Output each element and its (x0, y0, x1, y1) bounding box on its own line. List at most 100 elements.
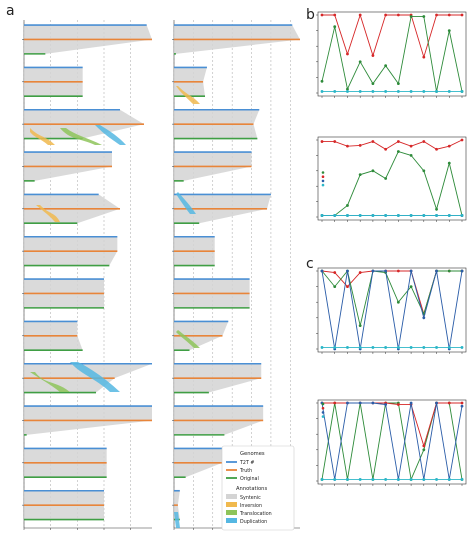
data-point (346, 285, 349, 288)
legend-label-translocation: Translocation (239, 511, 272, 517)
syntenic-band-upper (174, 321, 229, 336)
completeness-chart-top (316, 11, 467, 98)
data-point (320, 478, 324, 481)
data-point (435, 207, 438, 211)
legend-annotations-title: Annotations (236, 486, 267, 492)
annotation-legend: Genomes T2T # Truth Original Annotations… (221, 445, 295, 531)
data-point (422, 90, 426, 93)
data-point (447, 13, 451, 17)
data-point (320, 269, 324, 273)
syntenic-band-lower (24, 81, 83, 97)
syntenic-band-upper (174, 152, 252, 167)
series-line (321, 270, 463, 350)
syntenic-band-upper (24, 406, 152, 421)
syntenic-band-lower (24, 335, 83, 351)
legend-marker (321, 411, 325, 414)
inversion-ribbon (36, 205, 60, 222)
data-point (384, 403, 388, 406)
legend-marker (321, 175, 325, 178)
data-point (384, 90, 388, 93)
data-point (333, 90, 337, 93)
data-point (333, 25, 337, 29)
syntenic-band-lower (24, 462, 107, 478)
syntenic-band-upper (174, 67, 207, 82)
data-point (333, 346, 337, 349)
data-point (358, 324, 362, 327)
data-point (396, 269, 400, 273)
translocation-ribbon (176, 330, 200, 348)
data-point (460, 346, 464, 349)
data-point (409, 154, 413, 157)
legend-swatch-inversion (226, 502, 237, 507)
data-point (396, 300, 400, 304)
data-point (396, 150, 400, 153)
syntenic-band-upper (24, 490, 104, 506)
data-point (333, 271, 337, 274)
inversion-ribbon (176, 86, 200, 104)
data-point (396, 90, 400, 93)
data-point (346, 90, 349, 93)
syntenic-band-lower (174, 420, 264, 435)
data-point (396, 82, 400, 86)
syntenic-band-upper (174, 236, 215, 252)
data-point (320, 346, 324, 349)
syntenic-band-upper (174, 109, 260, 125)
translocation-ribbon (60, 128, 102, 145)
data-point (447, 29, 451, 32)
data-point (409, 90, 413, 93)
data-point (460, 13, 464, 17)
data-point (460, 269, 464, 273)
data-point (333, 285, 337, 288)
syntenic-band-lower (24, 39, 152, 54)
legend-swatch-duplication (226, 518, 237, 523)
syntenic-band-upper (24, 194, 120, 209)
legend-marker (321, 171, 325, 174)
syntenic-band-lower (174, 208, 268, 224)
data-point (435, 346, 438, 349)
data-point (435, 147, 438, 151)
series-line (321, 16, 463, 92)
syntenic-band-lower (24, 251, 118, 266)
data-point (460, 404, 464, 408)
syntenic-band-upper (24, 236, 118, 252)
legend-marker (321, 406, 325, 410)
data-point (435, 13, 438, 17)
data-point (460, 214, 464, 217)
syntenic-band-upper (24, 25, 152, 40)
data-point (422, 448, 426, 452)
series-line (322, 151, 463, 216)
data-point (346, 269, 349, 273)
legend-frame (221, 445, 295, 531)
data-point (320, 79, 324, 83)
data-point (358, 346, 362, 349)
data-point (422, 140, 426, 143)
syntenic-band-upper (174, 25, 300, 40)
correctness-chart-top (316, 267, 467, 354)
plot-frame (317, 399, 467, 485)
data-point (346, 478, 349, 481)
syntenic-band-lower (174, 39, 300, 54)
data-point (384, 147, 388, 151)
data-point (396, 214, 400, 217)
data-point (460, 138, 464, 142)
syntenic-band-lower (174, 293, 250, 308)
data-point (384, 214, 388, 217)
syntenic-band-lower (24, 505, 104, 520)
data-point (422, 214, 426, 217)
data-point (358, 271, 362, 274)
syntenic-band-lower (24, 208, 120, 224)
panel-letter-c: c (306, 256, 314, 272)
data-point (447, 144, 451, 148)
completeness-chart-bottom (316, 136, 467, 222)
duplication-ribbon (70, 362, 120, 392)
data-point (333, 13, 337, 17)
data-point (384, 478, 388, 481)
data-point (409, 214, 413, 217)
data-point (422, 444, 426, 448)
data-point (320, 140, 324, 143)
data-point (371, 90, 375, 93)
data-point (396, 140, 400, 143)
data-point (371, 214, 375, 217)
data-point (358, 60, 362, 64)
data-point (371, 169, 375, 173)
